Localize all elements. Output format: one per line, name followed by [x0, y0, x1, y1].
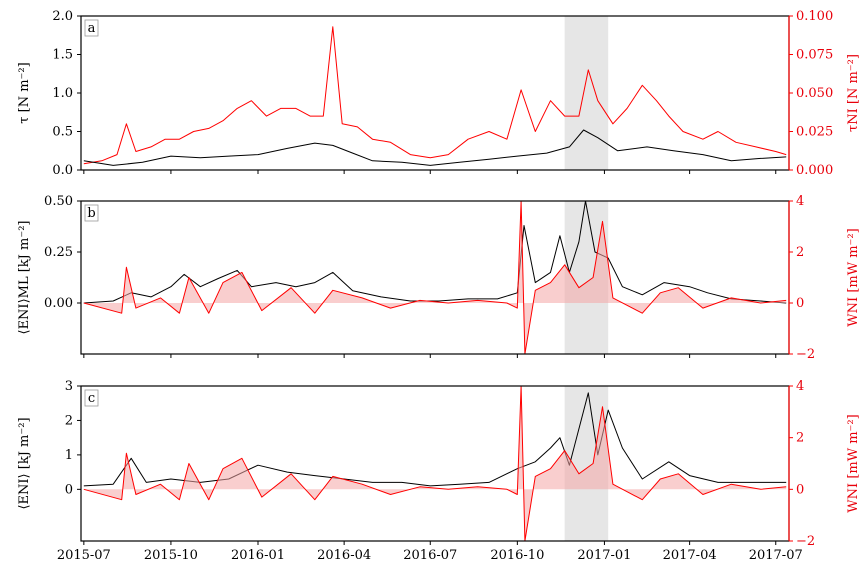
xtick-label-7: 2017-04	[663, 548, 717, 563]
series-line-c-1	[83, 385, 787, 542]
panel-letter-box-a	[84, 19, 99, 37]
panel-letter-box-c	[84, 389, 99, 407]
ytick-label-left-a-4: 2.0	[52, 9, 73, 24]
ytick-label-left-a-3: 1.5	[52, 48, 73, 63]
xtick-label-1: 2015-10	[144, 548, 198, 563]
ytick-label-left-c-1: 1	[65, 448, 73, 463]
series-line-b-0	[83, 200, 787, 304]
ytick-label-right-a-0: 0.000	[796, 163, 833, 178]
panel-letter-a: a	[88, 21, 96, 36]
xtick-label-5: 2016-10	[490, 548, 544, 563]
ytick-label-right-a-2: 0.050	[796, 86, 833, 101]
axes-frame-b	[80, 200, 790, 355]
ytick-label-right-a-1: 0.025	[796, 125, 833, 140]
ytick-label-right-c-0: −2	[796, 534, 815, 549]
ytick-label-right-b-1: 0	[796, 296, 804, 311]
panel-letter-b: b	[87, 206, 95, 221]
ylabel-right-a: τNI [N m⁻²]	[846, 54, 861, 132]
ytick-label-left-b-2: 0.50	[44, 194, 73, 209]
ylabel-right-b: WNI [mW m⁻²]	[846, 228, 861, 326]
ytick-label-left-a-0: 0.0	[52, 163, 73, 178]
xtick-label-0: 2015-07	[57, 548, 111, 563]
axes-frame-a	[80, 15, 790, 171]
ytick-label-left-a-2: 1.0	[52, 86, 73, 101]
ytick-label-right-a-4: 0.100	[796, 9, 833, 24]
xtick-label-4: 2016-07	[403, 548, 457, 563]
ytick-label-left-c-0: 0	[65, 482, 73, 497]
xtick-label-8: 2017-07	[749, 548, 803, 563]
panel-letter-c: c	[88, 391, 95, 406]
ytick-label-right-a-3: 0.075	[796, 48, 833, 63]
label-layer: 0.00.51.01.52.00.0000.0250.0500.0750.100…	[17, 9, 861, 563]
ylabel-left-c: ⟨ENI⟩ [kJ m⁻²]	[17, 417, 32, 509]
axes-layer	[77, 15, 793, 545]
ytick-label-left-a-1: 0.5	[52, 125, 73, 140]
xtick-label-2: 2016-01	[231, 548, 285, 563]
ylabel-left-a: τ [N m⁻²]	[17, 62, 32, 123]
ylabel-right-c: WNI [mW m⁻²]	[846, 414, 861, 512]
ytick-label-right-c-3: 4	[796, 379, 804, 394]
ytick-label-right-b-3: 4	[796, 194, 804, 209]
panel-letter-box-b	[84, 204, 99, 222]
series-line-b-1	[83, 200, 787, 355]
ytick-label-right-b-0: −2	[796, 347, 815, 362]
ytick-label-right-c-2: 2	[796, 431, 804, 446]
ytick-label-right-c-1: 0	[796, 482, 804, 497]
series-line-c-0	[83, 392, 787, 487]
ytick-label-right-b-2: 2	[796, 245, 804, 260]
xtick-label-6: 2017-01	[577, 548, 631, 563]
xtick-label-3: 2016-04	[317, 548, 371, 563]
ytick-label-left-b-1: 0.25	[44, 245, 73, 260]
ytick-label-left-b-0: 0.00	[44, 296, 73, 311]
ytick-label-left-c-2: 2	[65, 413, 73, 428]
ylabel-left-b: ⟨ENI⟩ML [kJ m⁻²]	[17, 221, 32, 335]
series-line-a-0	[83, 26, 787, 165]
shaded-period-a	[564, 16, 609, 170]
axes-frame-c	[80, 385, 790, 542]
data-layer	[83, 26, 787, 542]
series-line-a-1	[83, 129, 787, 166]
ytick-label-left-c-3: 3	[65, 379, 73, 394]
